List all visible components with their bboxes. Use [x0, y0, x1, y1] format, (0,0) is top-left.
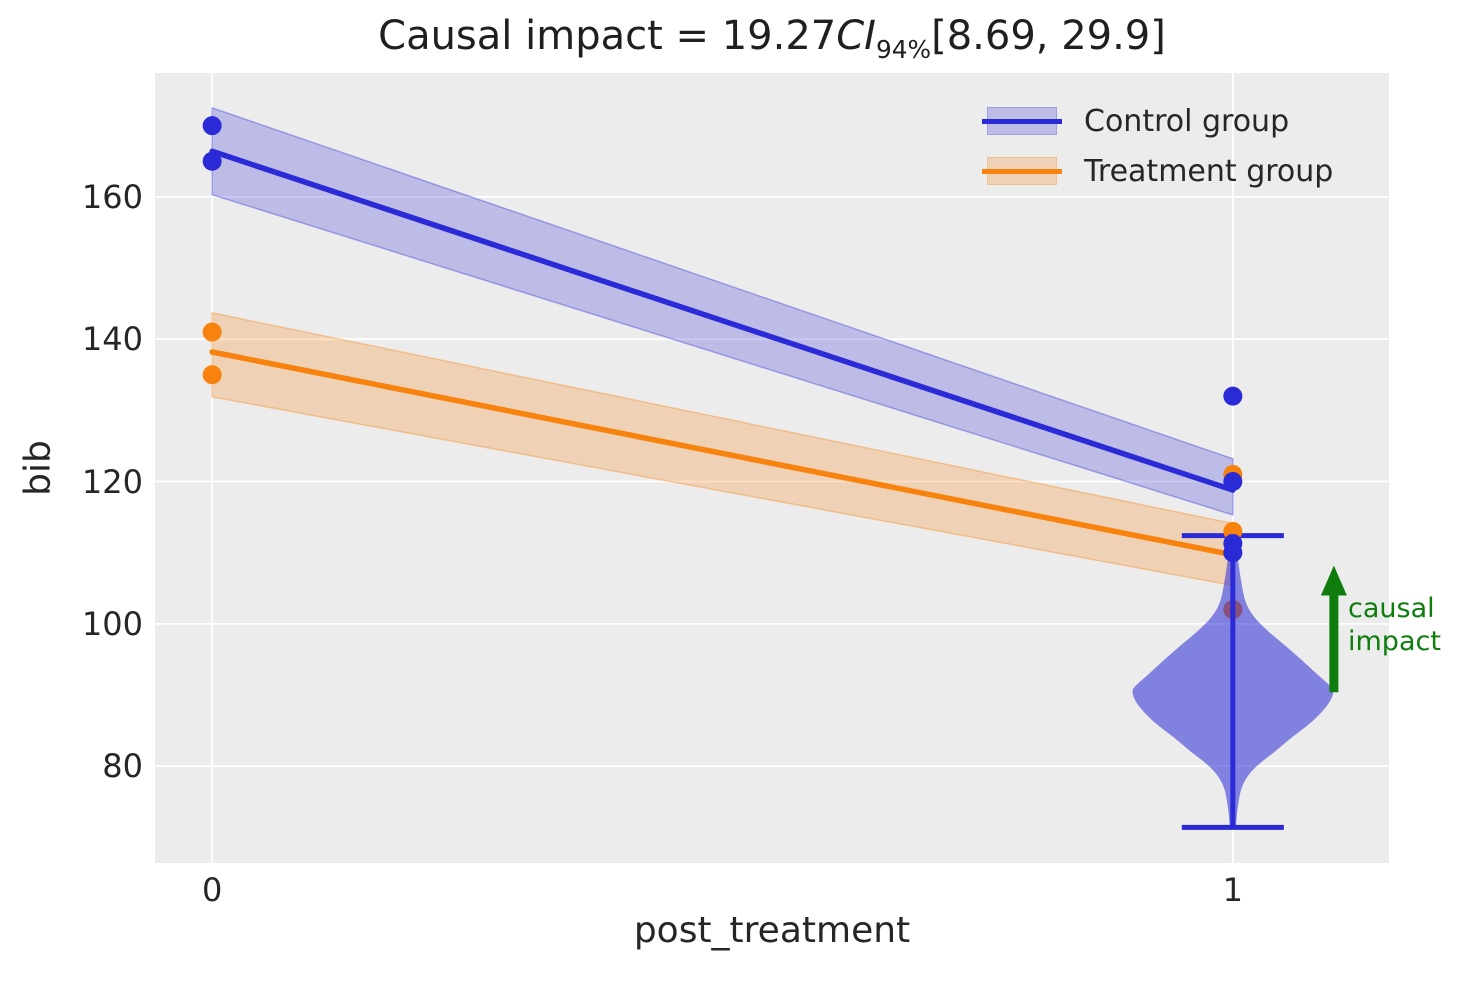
x-tick-label: 0 — [201, 871, 223, 909]
x-tick-label: 1 — [1222, 871, 1243, 909]
scatter-point-control — [1223, 472, 1243, 492]
title-interval: [8.69, 29.9] — [931, 13, 1166, 59]
title-ci-subscript: 94% — [875, 35, 932, 64]
chart-title: Causal impact = 19.27CI94%[8.69, 29.9] — [155, 13, 1389, 64]
scatter-point-control — [202, 116, 222, 136]
legend-label-treatment: Treatment group — [1084, 153, 1334, 189]
legend-item-control-group: Control group — [982, 96, 1333, 146]
scatter-point-treatment — [202, 322, 222, 342]
legend-item-treatment-group: Treatment group — [982, 146, 1334, 196]
legend-swatch-control — [982, 107, 1062, 135]
legend-swatch-treatment — [982, 157, 1062, 185]
y-tick-label: 120 — [81, 462, 143, 501]
scatter-point-treatment — [202, 365, 222, 385]
title-ci: CI — [836, 13, 876, 59]
y-tick-label: 100 — [81, 604, 143, 643]
regression-line-control — [209, 148, 1236, 493]
title-prefix: Causal impact = 19.27 — [378, 13, 837, 59]
y-tick-label: 160 — [81, 177, 143, 216]
causal-impact-arrow-icon — [1320, 565, 1347, 693]
y-tick-label: 140 — [81, 320, 143, 359]
regression-line-treatment — [209, 349, 1236, 558]
legend-swatch-line — [982, 118, 1062, 124]
legend: Control group Treatment group — [982, 96, 1334, 196]
y-tick-label: 80 — [102, 747, 143, 786]
legend-label-control: Control group — [1084, 103, 1290, 139]
scatter-point-control — [202, 151, 222, 171]
x-axis-label: post_treatment — [633, 910, 911, 951]
scatter-point-control — [1223, 386, 1243, 406]
scatter-point-control — [1223, 543, 1243, 563]
legend-swatch-line — [982, 168, 1062, 174]
causal-impact-annotation: causal impact — [1348, 593, 1441, 657]
